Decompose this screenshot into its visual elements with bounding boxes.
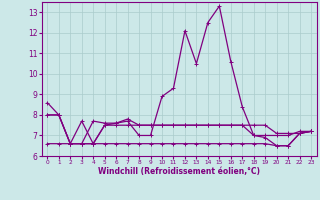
X-axis label: Windchill (Refroidissement éolien,°C): Windchill (Refroidissement éolien,°C) <box>98 167 260 176</box>
